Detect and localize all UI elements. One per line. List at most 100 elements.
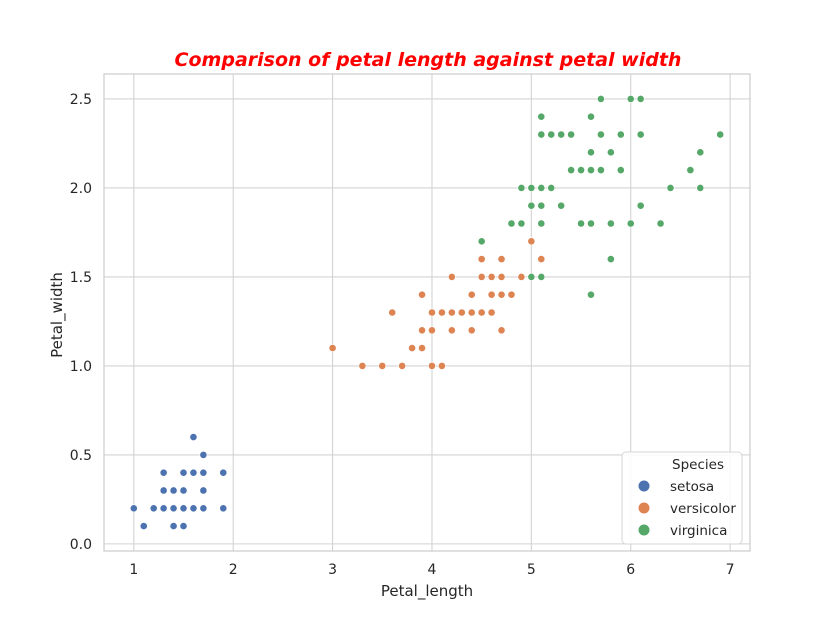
- point-setosa: [189, 433, 198, 441]
- point-versicolor: [467, 308, 476, 317]
- point-virginica: [517, 219, 526, 228]
- point-virginica: [616, 166, 625, 175]
- x-axis-label: Petal_length: [381, 582, 473, 601]
- point-virginica: [507, 219, 516, 228]
- point-versicolor: [388, 308, 397, 317]
- y-tick-label: 2.0: [70, 181, 92, 197]
- point-versicolor: [497, 326, 506, 335]
- point-setosa: [179, 522, 188, 530]
- y-tick-label: 0.5: [70, 448, 92, 464]
- point-virginica: [587, 112, 595, 121]
- legend-title: Species: [672, 457, 724, 473]
- point-versicolor: [438, 308, 446, 317]
- y-axis-label: Petal_width: [48, 272, 67, 358]
- point-versicolor: [428, 308, 436, 317]
- point-virginica: [567, 130, 576, 139]
- point-versicolor: [477, 308, 486, 317]
- point-virginica: [626, 219, 635, 228]
- point-virginica: [527, 201, 536, 210]
- point-virginica: [696, 148, 705, 157]
- point-versicolor: [447, 273, 456, 281]
- point-virginica: [557, 201, 566, 210]
- point-versicolor: [527, 237, 536, 246]
- point-versicolor: [428, 326, 436, 335]
- point-versicolor: [497, 273, 506, 281]
- point-virginica: [656, 219, 665, 228]
- chart-title: Comparison of petal length against petal…: [175, 49, 682, 71]
- point-versicolor: [487, 290, 496, 299]
- point-versicolor: [507, 290, 516, 299]
- point-setosa: [189, 504, 198, 513]
- point-versicolor: [537, 255, 546, 264]
- point-versicolor: [467, 326, 476, 335]
- point-virginica: [696, 184, 705, 192]
- point-versicolor: [497, 255, 506, 264]
- point-virginica: [606, 219, 615, 228]
- point-virginica: [547, 184, 556, 192]
- point-setosa: [169, 522, 178, 530]
- point-setosa: [219, 468, 228, 477]
- point-setosa: [199, 504, 208, 513]
- point-setosa: [159, 468, 168, 477]
- point-virginica: [477, 237, 486, 246]
- point-versicolor: [358, 361, 367, 370]
- point-virginica: [587, 148, 595, 157]
- point-versicolor: [438, 361, 446, 370]
- y-tick-label: 2.5: [70, 92, 92, 108]
- point-virginica: [537, 112, 546, 121]
- legend-marker-versicolor: [638, 502, 650, 514]
- point-virginica: [527, 184, 536, 192]
- point-setosa: [179, 486, 188, 495]
- point-virginica: [557, 130, 566, 139]
- point-setosa: [139, 522, 148, 530]
- point-versicolor: [457, 308, 466, 317]
- point-setosa: [179, 504, 188, 513]
- point-virginica: [716, 130, 725, 139]
- point-setosa: [199, 450, 208, 459]
- point-virginica: [587, 219, 595, 228]
- y-tick-label: 1.5: [70, 270, 92, 286]
- point-virginica: [517, 184, 526, 192]
- legend-label-virginica: virginica: [670, 523, 727, 539]
- x-tick-label: 3: [328, 562, 337, 578]
- point-virginica: [537, 184, 546, 192]
- point-versicolor: [328, 344, 337, 352]
- point-versicolor: [477, 273, 486, 281]
- point-setosa: [199, 468, 208, 477]
- point-virginica: [527, 273, 536, 281]
- point-setosa: [199, 486, 208, 495]
- point-versicolor: [487, 273, 496, 281]
- point-virginica: [606, 255, 615, 264]
- point-versicolor: [467, 290, 476, 299]
- y-tick-label: 1.0: [70, 359, 92, 375]
- point-versicolor: [378, 361, 387, 370]
- point-versicolor: [517, 273, 526, 281]
- x-tick-label: 2: [229, 562, 238, 578]
- y-tick-label: 0.0: [70, 537, 92, 553]
- point-versicolor: [487, 308, 496, 317]
- tick-labels: 1 2 3 4 5 6 7 0.0 0.5 1.0 1.5 2.0 2.5: [70, 92, 735, 578]
- point-setosa: [189, 468, 198, 477]
- point-versicolor: [418, 290, 426, 299]
- point-versicolor: [418, 344, 426, 352]
- point-versicolor: [497, 290, 506, 299]
- point-virginica: [567, 166, 576, 175]
- point-virginica: [587, 290, 595, 299]
- data-points: [129, 95, 725, 530]
- point-virginica: [577, 219, 585, 228]
- point-virginica: [547, 130, 556, 139]
- point-setosa: [159, 486, 168, 495]
- point-virginica: [626, 95, 635, 103]
- x-tick-label: 6: [626, 562, 635, 578]
- point-virginica: [606, 148, 615, 157]
- point-versicolor: [477, 255, 486, 264]
- point-setosa: [169, 486, 178, 495]
- point-virginica: [537, 201, 546, 210]
- x-tick-label: 1: [129, 562, 138, 578]
- point-virginica: [636, 201, 645, 210]
- legend-label-setosa: setosa: [670, 479, 714, 495]
- point-versicolor: [418, 326, 426, 335]
- x-tick-label: 5: [527, 562, 536, 578]
- legend-label-versicolor: versicolor: [670, 501, 736, 517]
